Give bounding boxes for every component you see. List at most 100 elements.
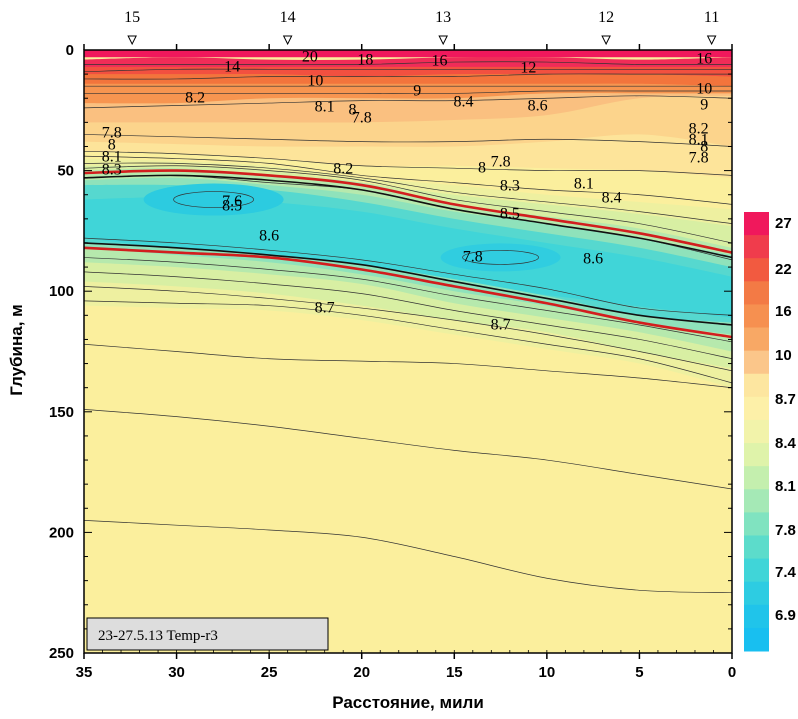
station-label: 13 <box>435 9 451 26</box>
contour-label: 8.4 <box>454 94 474 111</box>
colorbar-label: 8.7 <box>775 391 796 408</box>
contour-line-2 <box>84 73 732 80</box>
contour-line-12 <box>84 237 732 316</box>
contour-label: 12 <box>520 60 536 77</box>
colorbar-label: 27 <box>775 215 792 232</box>
colorbar-swatch <box>744 258 769 282</box>
contour-fill <box>84 50 732 653</box>
note-label: 23-27.5.13 Temp-r3 <box>98 628 218 644</box>
contour-label: 8.4 <box>602 190 622 207</box>
plot-frame <box>83 49 733 654</box>
contour-label: 8.7 <box>491 317 511 334</box>
colorbar-label: 10 <box>775 347 792 364</box>
fill-cold-core-west <box>143 183 284 216</box>
contour-label: 8.6 <box>528 98 548 115</box>
station-markers: 15 14 13 12 11 <box>124 9 719 46</box>
colorbar-label: 16 <box>775 303 792 320</box>
station-label: 15 <box>124 9 140 26</box>
x-tick-label: 5 <box>635 664 643 681</box>
contour-label: 8.2 <box>333 161 353 178</box>
contour-label: 7.8 <box>102 125 122 142</box>
contour-label: 7.8 <box>352 110 372 127</box>
x-axis-title: Расстояние, мили <box>332 693 484 712</box>
fill-cold-core <box>84 197 732 318</box>
contour-line-dark-0 <box>84 174 732 259</box>
y-tick-label: 200 <box>49 524 74 541</box>
contour-label: 10 <box>307 73 323 90</box>
contour-label: 8.5 <box>222 198 242 215</box>
contour-label: 8.2 <box>689 121 709 138</box>
contour-label: 7.8 <box>491 154 511 171</box>
colorbar-swatch <box>744 373 769 398</box>
colorbar-swatch <box>744 558 769 583</box>
contour-label: 8.1 <box>689 132 709 149</box>
x-tick-label: 25 <box>261 664 278 681</box>
contour-line-17 <box>84 343 732 389</box>
colorbar-swatch <box>744 466 769 490</box>
colorbar-label: 6.9 <box>775 607 796 624</box>
contour-line-18 <box>84 409 732 490</box>
x-tick-label: 35 <box>76 664 93 681</box>
contour-label: 14 <box>224 59 240 76</box>
colorbar-label: 8.4 <box>775 435 797 452</box>
y-tick-label: 150 <box>49 404 74 421</box>
colorbar-swatch <box>744 235 769 259</box>
contour-label: 8.1 <box>574 176 594 193</box>
contour-label: 20 <box>302 49 318 66</box>
colorbar-swatch <box>744 489 769 513</box>
contour-label: 18 <box>357 52 373 69</box>
colorbar-swatch <box>744 535 769 560</box>
contour-label: 8 <box>700 139 708 156</box>
x-tick-label: 30 <box>168 664 185 681</box>
colorbar-swatch <box>744 512 769 536</box>
x-tick-label: 10 <box>539 664 556 681</box>
y-tick-label: 0 <box>66 42 74 59</box>
contour-label: 8.3 <box>500 178 520 195</box>
x-tick-label: 20 <box>353 664 370 681</box>
fill-lower-band-4 <box>84 305 732 653</box>
x-tick-label: 0 <box>728 664 736 681</box>
colorbar-swatch <box>744 627 769 652</box>
contour-label: 8.2 <box>185 90 205 107</box>
station-label: 12 <box>598 9 614 26</box>
colorbar-label: 7.8 <box>775 522 796 539</box>
y-tick-label: 250 <box>49 645 74 662</box>
colorbar-label: 7.4 <box>775 564 797 581</box>
colorbar-swatch <box>744 350 769 375</box>
colorbar-label: 8.1 <box>775 478 796 495</box>
y-tick-label: 50 <box>57 163 74 180</box>
colorbar-swatch <box>744 304 769 329</box>
contour-line-0 <box>84 61 732 65</box>
colorbar: 27 22 16 10 8.7 8.4 8.1 7.8 7.4 6.9 <box>744 212 797 652</box>
contour-label: 16 <box>431 53 447 70</box>
station-marker-icon <box>706 35 717 46</box>
contour-line-4 <box>84 90 732 94</box>
colorbar-swatch <box>744 419 769 444</box>
fill-band-surface <box>84 50 732 58</box>
contour-line-dark-1 <box>84 242 732 326</box>
contour-line-15 <box>84 286 732 372</box>
colorbar-swatch <box>744 604 769 629</box>
contour-label: 7.8 <box>689 150 709 167</box>
contour-line-13 <box>84 257 732 343</box>
contour-line-core-east <box>462 250 539 265</box>
station-label: 14 <box>280 9 296 26</box>
contour-lines <box>84 61 732 594</box>
fill-cold-core-east <box>440 243 561 272</box>
colorbar-swatch <box>744 212 769 236</box>
note-box: 23-27.5.13 Temp-r3 <box>86 617 329 651</box>
contour-label: 8 <box>108 137 116 154</box>
contour-label: 10 <box>696 81 712 98</box>
x-tick-label: 15 <box>446 664 463 681</box>
contour-line-9 <box>84 162 732 225</box>
contour-line-1 <box>84 68 732 73</box>
colorbar-swatch <box>744 581 769 606</box>
contour-line-8 <box>84 155 732 205</box>
contour-line-19 <box>84 519 732 594</box>
cold-core-label: 7.6 <box>222 193 242 210</box>
contour-label: 8 <box>348 102 356 119</box>
contour-label: 8.6 <box>583 251 603 268</box>
